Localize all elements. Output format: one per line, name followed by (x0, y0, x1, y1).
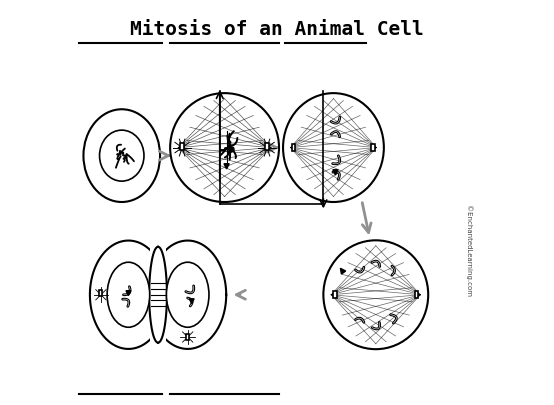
Polygon shape (224, 164, 229, 170)
FancyBboxPatch shape (180, 144, 184, 151)
FancyBboxPatch shape (100, 290, 102, 296)
Ellipse shape (166, 262, 209, 328)
Polygon shape (150, 247, 166, 343)
FancyBboxPatch shape (265, 144, 269, 151)
Polygon shape (333, 171, 338, 175)
Ellipse shape (107, 262, 150, 328)
FancyBboxPatch shape (292, 145, 295, 152)
Polygon shape (341, 269, 346, 275)
FancyBboxPatch shape (333, 291, 337, 298)
Ellipse shape (324, 241, 428, 350)
Ellipse shape (149, 241, 226, 349)
Ellipse shape (84, 110, 160, 202)
FancyBboxPatch shape (186, 334, 189, 340)
Ellipse shape (88, 239, 229, 351)
FancyBboxPatch shape (415, 291, 418, 298)
Text: Mitosis of an Animal Cell: Mitosis of an Animal Cell (130, 19, 424, 38)
Ellipse shape (90, 241, 167, 349)
Ellipse shape (283, 94, 384, 202)
FancyBboxPatch shape (371, 145, 375, 152)
Polygon shape (126, 291, 131, 296)
Text: ©EnchantedLearning.com: ©EnchantedLearning.com (465, 205, 472, 296)
Polygon shape (189, 299, 194, 304)
Ellipse shape (170, 94, 279, 202)
